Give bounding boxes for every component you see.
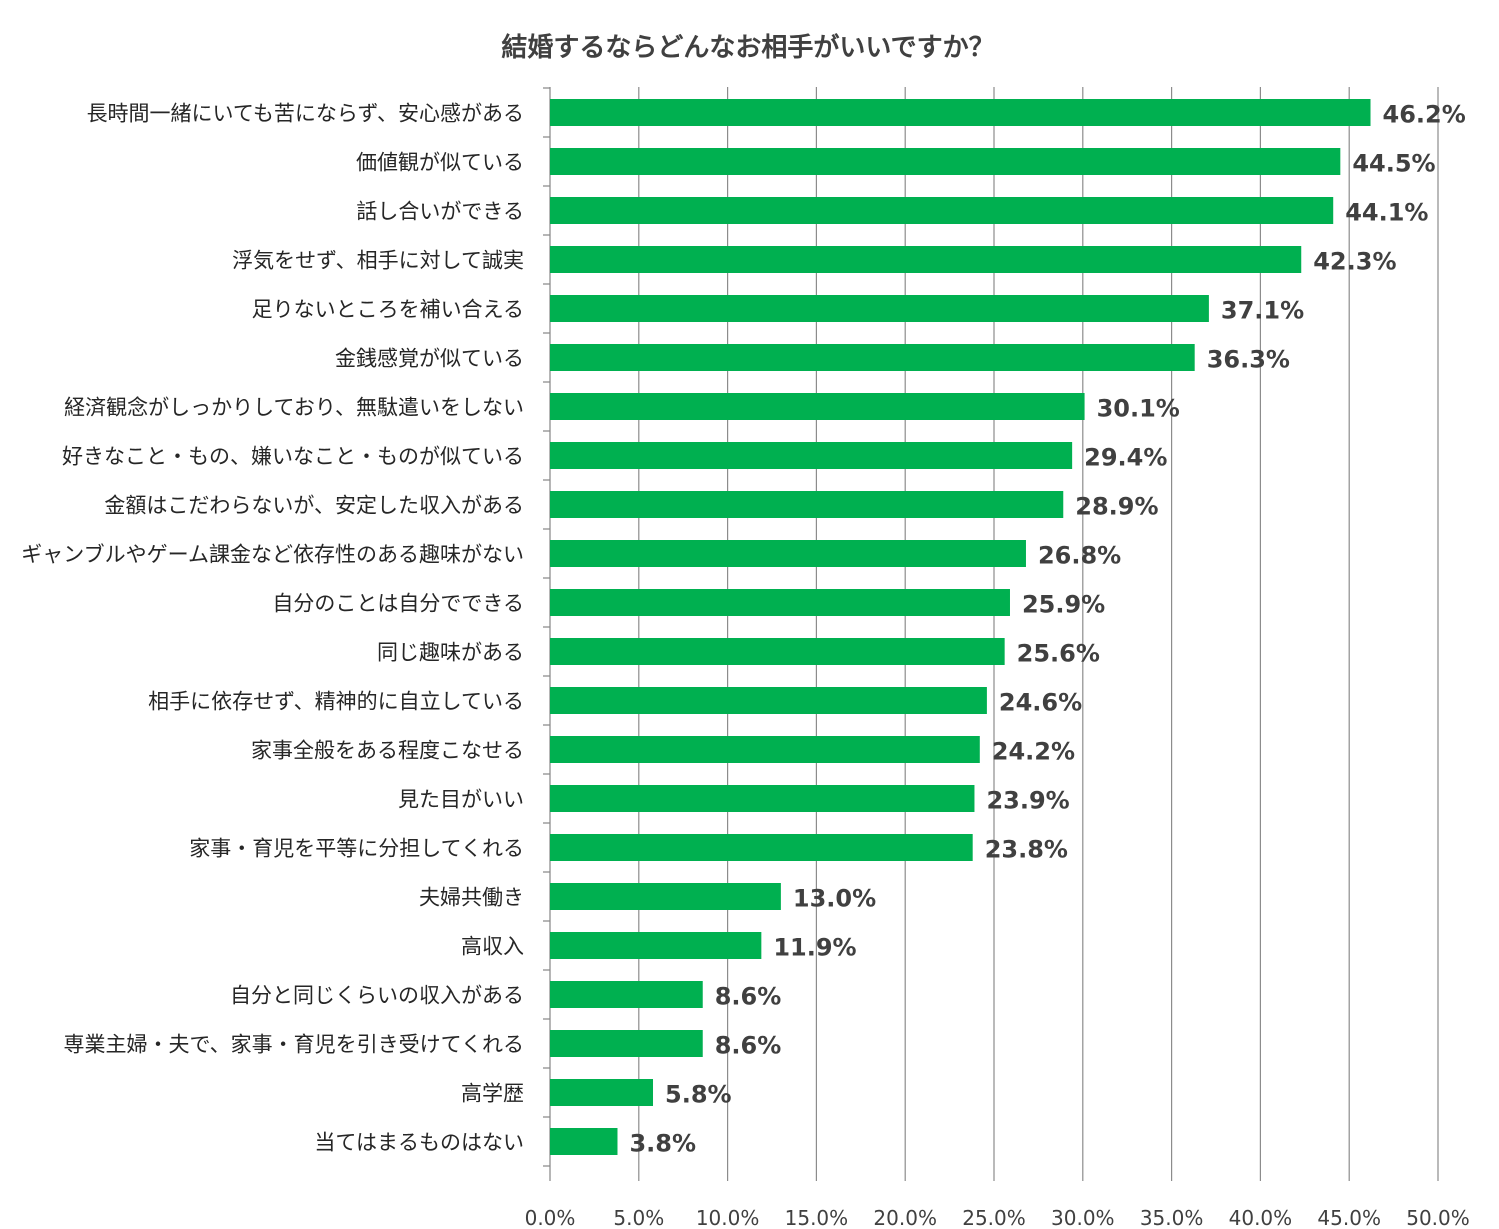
category-label: 専業主婦・夫で、家事・育児を引き受けてくれる: [63, 1033, 524, 1057]
bar: [550, 1030, 703, 1057]
bar: [550, 1128, 618, 1155]
x-tick-label: 40.0%: [1229, 1206, 1293, 1229]
bar: [550, 540, 1026, 567]
data-label: 24.6%: [999, 689, 1082, 717]
category-label: 高収入: [461, 935, 524, 959]
bar: [550, 638, 1005, 665]
data-label: 29.4%: [1084, 444, 1167, 472]
data-label: 8.6%: [715, 983, 782, 1011]
data-label: 8.6%: [715, 1032, 782, 1060]
x-tick-label: 15.0%: [785, 1206, 849, 1229]
bar: [550, 589, 1010, 616]
bar: [550, 834, 973, 861]
category-label: 価値観が似ている: [356, 151, 524, 175]
x-tick-label: 20.0%: [873, 1206, 937, 1229]
bar: [550, 295, 1209, 322]
data-label: 42.3%: [1313, 248, 1396, 276]
data-label: 30.1%: [1097, 395, 1180, 423]
data-label: 25.9%: [1022, 591, 1105, 619]
category-labels: 長時間一緒にいても苦にならず、安心感がある価値観が似ている話し合いができる浮気を…: [21, 102, 524, 1155]
x-tick-label: 45.0%: [1317, 1206, 1381, 1229]
category-label: 経済観念がしっかりしており、無駄遣いをしない: [64, 396, 524, 420]
bar: [550, 148, 1341, 175]
data-label: 44.1%: [1345, 199, 1428, 227]
category-label: 自分と同じくらいの収入がある: [230, 984, 524, 1008]
category-label: 当てはまるものはない: [314, 1131, 524, 1155]
category-label: 夫婦共働き: [419, 886, 524, 910]
category-label: 見た目がいい: [398, 788, 524, 812]
bar: [550, 99, 1371, 126]
category-label: 高学歴: [461, 1082, 524, 1106]
chart-title: 結婚するならどんなお相手がいいですか？: [501, 32, 994, 63]
bar: [550, 687, 987, 714]
data-label: 28.9%: [1075, 493, 1158, 521]
category-label: 長時間一緒にいても苦にならず、安心感がある: [87, 102, 524, 126]
category-label: 好きなこと・もの、嫌いなこと・ものが似ている: [62, 445, 524, 469]
data-label: 37.1%: [1221, 297, 1304, 325]
x-axis-ticks: 0.0% 5.0% 10.0% 15.0% 20.0% 25.0% 30.0% 35.0% 40…: [525, 1206, 1470, 1229]
data-label: 23.9%: [986, 787, 1069, 815]
bar: [550, 736, 980, 763]
data-label: 36.3%: [1207, 346, 1290, 374]
category-label: 浮気をせず、相手に対して誠実: [232, 249, 524, 273]
data-label: 13.0%: [793, 885, 876, 913]
data-label: 23.8%: [985, 836, 1068, 864]
category-label: ギャンブルやゲーム課金など依存性のある趣味がない: [21, 543, 524, 567]
bar: [550, 246, 1302, 273]
data-label: 46.2%: [1383, 101, 1466, 129]
data-label: 5.8%: [665, 1081, 732, 1109]
x-tick-label: 5.0%: [613, 1206, 664, 1229]
data-label: 11.9%: [773, 934, 856, 962]
bar: [550, 442, 1073, 469]
bar: [550, 981, 703, 1008]
bar: [550, 197, 1334, 224]
bars: [550, 99, 1371, 1155]
data-label: 3.8%: [629, 1130, 696, 1158]
category-label: 家事全般をある程度こなせる: [251, 739, 524, 763]
x-tick-label: 50.0%: [1406, 1206, 1470, 1229]
bar: [550, 785, 975, 812]
value-labels: 46.2% 44.5% 44.1% 42.3% 37.1% 36.3% 30.1% 29.4%…: [629, 101, 1465, 1158]
bar: [550, 1079, 654, 1106]
category-label: 金銭感覚が似ている: [335, 347, 524, 371]
data-label: 25.6%: [1017, 640, 1100, 668]
data-label: 24.2%: [992, 738, 1075, 766]
bar: [550, 883, 781, 910]
category-label: 足りないところを補い合える: [252, 298, 524, 322]
data-label: 44.5%: [1352, 150, 1435, 178]
category-label: 金額はこだわらないが、安定した収入がある: [104, 494, 524, 518]
bar: [550, 344, 1195, 371]
bar: [550, 393, 1085, 420]
category-label: 自分のことは自分でできる: [272, 592, 524, 616]
category-label: 話し合いができる: [356, 200, 524, 224]
bar: [550, 932, 762, 959]
category-label: 家事・育児を平等に分担してくれる: [189, 837, 524, 861]
x-tick-label: 25.0%: [962, 1206, 1026, 1229]
category-label: 同じ趣味がある: [377, 641, 524, 665]
x-tick-label: 10.0%: [696, 1206, 760, 1229]
bar: [550, 491, 1064, 518]
x-tick-label: 35.0%: [1140, 1206, 1204, 1229]
category-label: 相手に依存せず、精神的に自立している: [148, 690, 524, 714]
x-tick-label: 30.0%: [1051, 1206, 1115, 1229]
data-label: 26.8%: [1038, 542, 1121, 570]
x-tick-label: 0.0%: [525, 1206, 576, 1229]
